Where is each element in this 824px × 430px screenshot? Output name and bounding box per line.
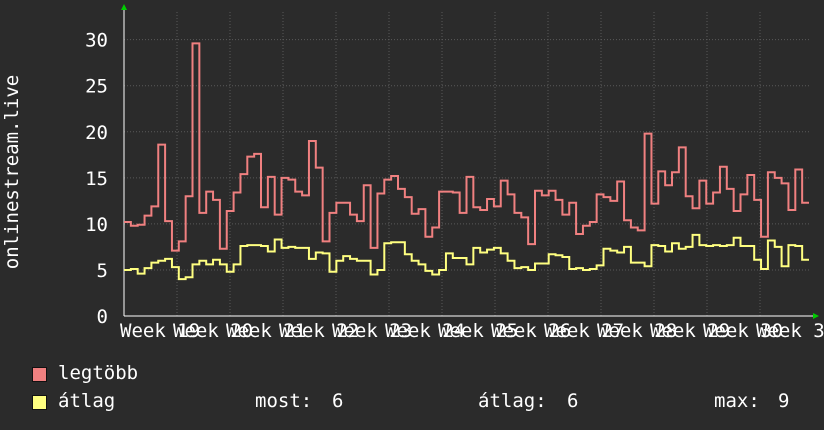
stat-atlag-label: átlag:	[478, 390, 547, 412]
x-tick-label: Week 27	[544, 320, 624, 342]
y-tick-label: 15	[85, 168, 108, 190]
stat-most-value: 6	[332, 390, 344, 412]
x-tick-label: Week 25	[438, 320, 518, 342]
series-line-legtobb	[124, 42, 809, 252]
legend-swatch-atlag	[32, 395, 47, 410]
stat-max-value: 9	[778, 390, 790, 412]
legend-swatch-legtobb	[32, 367, 47, 382]
y-tick-label: 10	[85, 214, 108, 236]
stat-most-label: most:	[255, 390, 313, 412]
legend-label-legtobb: legtöbb	[58, 362, 139, 384]
x-tick-label: Week 22	[279, 320, 359, 342]
y-tick-label: 25	[85, 76, 108, 98]
legend-label-atlag: átlag	[58, 390, 116, 412]
series-line-atlag	[124, 233, 809, 281]
x-tick-label: Week 26	[491, 320, 571, 342]
x-tick-label: Week 21	[226, 320, 306, 342]
x-tick-label: Week 28	[597, 320, 677, 342]
y-tick-label: 20	[85, 122, 108, 144]
x-axis-arrow	[813, 313, 819, 319]
x-tick-label: Week 24	[385, 320, 465, 342]
x-tick-label: Week 30	[703, 320, 783, 342]
stat-atlag-value: 6	[567, 390, 579, 412]
y-tick-label: 5	[97, 260, 108, 282]
stat-max-label: max:	[714, 390, 760, 412]
x-tick-label: Week 29	[650, 320, 730, 342]
y-tick-label: 0	[97, 306, 108, 328]
x-tick-label: Week 20	[173, 320, 253, 342]
x-tick-label: Week 23	[332, 320, 412, 342]
y-tick-label: 30	[85, 30, 108, 52]
x-tick-label: Week 31	[756, 320, 824, 342]
y-axis-label: onlinestream.live	[1, 75, 23, 269]
x-tick-label: Week 19	[120, 320, 200, 342]
y-axis-arrow	[121, 4, 127, 10]
